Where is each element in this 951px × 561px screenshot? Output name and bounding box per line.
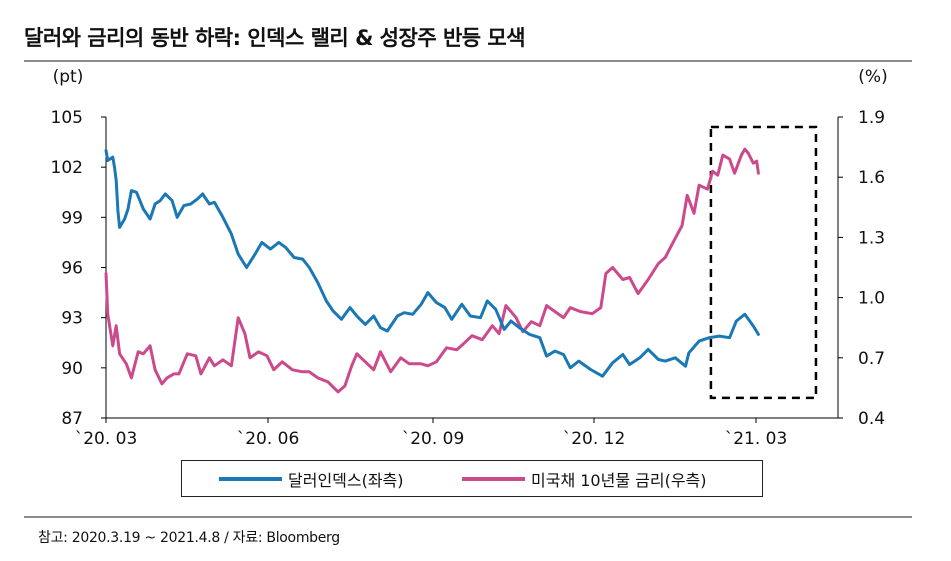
left-tick-label: 99 <box>61 208 83 228</box>
right-tick-label: 1.0 <box>858 289 885 309</box>
x-tick-label: `21. 03 <box>725 429 788 449</box>
x-tick-label: `20. 06 <box>237 429 300 449</box>
source-note: 참고: 2020.3.19 ~ 2021.4.8 / 자료: Bloomberg <box>38 530 340 546</box>
right-tick-label: 1.3 <box>858 228 885 248</box>
left-tick-label: 93 <box>61 309 83 329</box>
series-layer <box>104 147 760 394</box>
legend: 달러인덱스(좌측) 미국채 10년물 금리(우측) <box>181 460 763 497</box>
left-axis-unit: (pt) <box>53 67 84 87</box>
title-rule <box>24 60 912 62</box>
axis-labels: 105 102 99 96 93 90 87 1.9 1.6 1.3 1.0 0.7 0.4 (pt) (%… <box>51 67 888 449</box>
highlight-region <box>709 125 818 400</box>
legend-item-rate: 미국채 10년물 금리(우측) <box>462 461 707 496</box>
highlight-box <box>709 125 818 400</box>
chart-axes <box>101 116 843 423</box>
x-tick-label: `20. 03 <box>75 429 138 449</box>
right-tick-label: 0.4 <box>858 409 885 429</box>
x-tick-label: `20. 09 <box>402 429 465 449</box>
legend-label-dollar: 달러인덱스(좌측) <box>288 470 404 490</box>
footer-rule <box>24 516 912 518</box>
dual-axis-line-chart: 105 102 99 96 93 90 87 1.9 1.6 1.3 1.0 0.7 0.4 (pt) (%… <box>51 67 888 449</box>
legend-swatch-rate <box>462 476 525 481</box>
left-tick-label: 102 <box>51 158 83 178</box>
left-tick-label: 87 <box>61 409 83 429</box>
dollar-index-line <box>104 148 760 378</box>
left-tick-label: 105 <box>51 108 83 128</box>
right-tick-label: 1.6 <box>858 168 885 188</box>
legend-label-rate: 미국채 10년물 금리(우측) <box>531 470 707 490</box>
right-tick-label: 0.7 <box>858 349 885 369</box>
left-tick-label: 96 <box>61 259 83 279</box>
x-tick-label: `20. 12 <box>563 429 626 449</box>
left-tick-label: 90 <box>61 359 83 379</box>
legend-item-dollar: 달러인덱스(좌측) <box>219 461 404 496</box>
legend-swatch-dollar <box>219 476 282 481</box>
treasury-10y-line <box>104 147 760 394</box>
right-axis-unit: (%) <box>858 67 887 87</box>
right-tick-label: 1.9 <box>858 108 885 128</box>
chart-title: 달러와 금리의 동반 하락: 인덱스 랠리 & 성장주 반등 모색 <box>24 26 526 50</box>
